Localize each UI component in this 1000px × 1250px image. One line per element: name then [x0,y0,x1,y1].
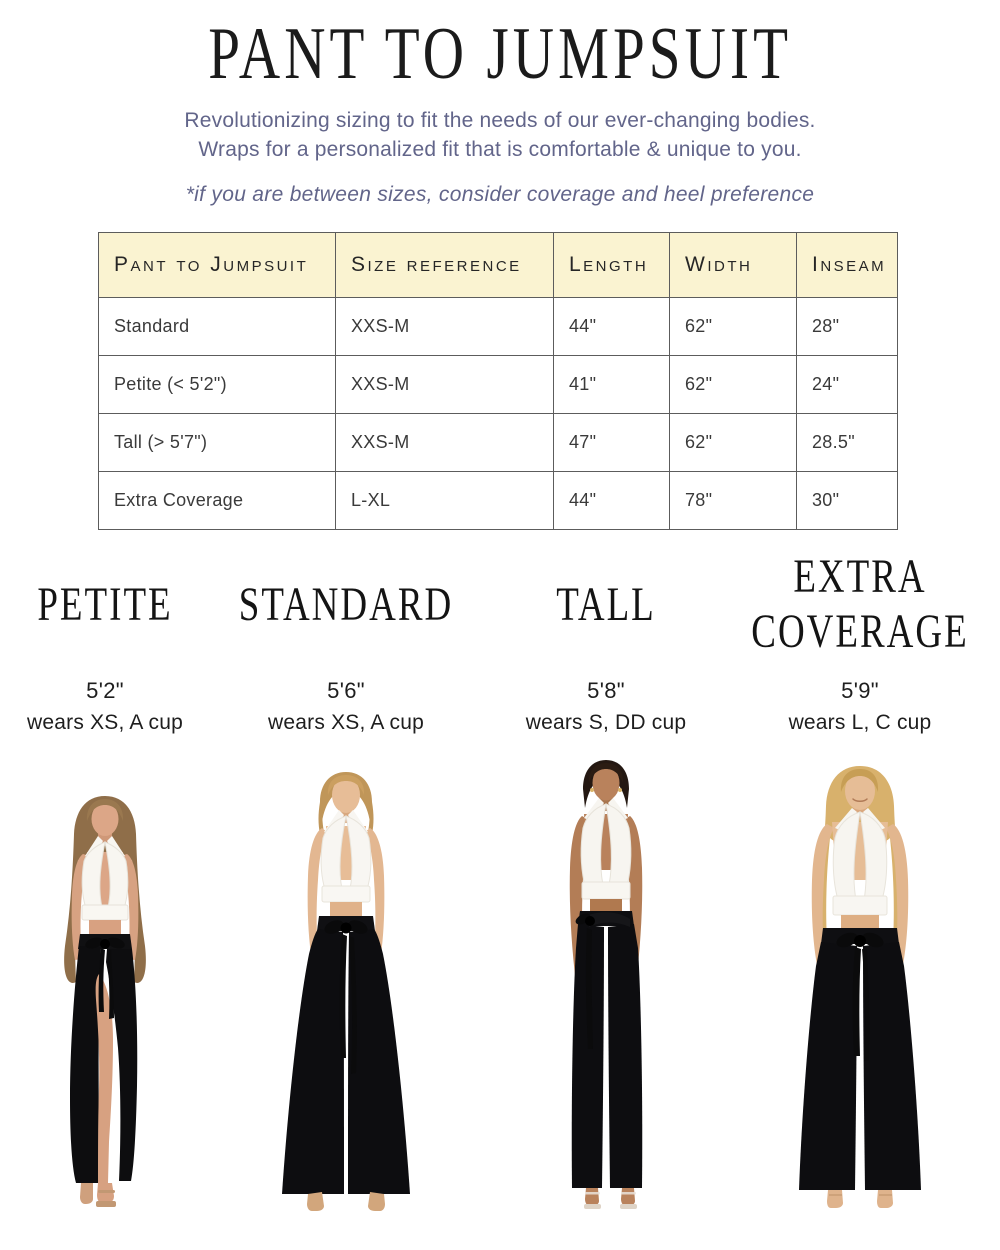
table-row-standard: Standard XXS-M 44" 62" 28" [98,297,898,356]
table-row-extra-coverage: Extra Coverage L-XL 44" 78" 30" [98,471,898,530]
cell-inseam: 28.5" [796,413,898,472]
cell-length: 44" [553,471,670,530]
fit-column-petite: PETITE 5'2" wears XS, A cup [5,558,205,1207]
cell-width: 62" [669,355,797,414]
cell-length: 47" [553,413,670,472]
cell-fit-type: Tall (> 5'7") [98,413,336,472]
cell-fit-type: Extra Coverage [98,471,336,530]
model-photo-extra-coverage [755,754,965,1216]
size-table-header-row: Pant to Jumpsuit Size reference Length W… [98,232,898,298]
cell-size-reference: XXS-M [335,413,554,472]
subtitle-line-1: Revolutionizing sizing to fit the needs … [184,109,816,132]
fit-column-tall: TALL 5'8" wears S, DD cup [492,558,720,1209]
fit-wears-petite: wears XS, A cup [27,711,183,734]
table-row-tall: Tall (> 5'7") XXS-M 47" 62" 28.5" [98,413,898,472]
fit-wears-extra-coverage: wears L, C cup [788,711,932,734]
model-photo-tall [526,752,686,1216]
column-header-fit: Pant to Jumpsuit [98,232,336,298]
fit-title-petite: PETITE [37,578,173,632]
fit-column-extra-coverage: EXTRA COVERAGE 5'9" wears L, C cup [736,551,984,1208]
cell-inseam: 28" [796,297,898,356]
cell-size-reference: L-XL [335,471,554,530]
cell-inseam: 24" [796,355,898,414]
fit-height-standard: 5'6" [327,678,365,703]
cell-size-reference: XXS-M [335,297,554,356]
fit-wears-tall: wears S, DD cup [525,711,687,734]
column-header-size-reference: Size reference [335,232,554,298]
size-table: Pant to Jumpsuit Size reference Length W… [98,232,898,530]
fit-title-extra-coverage: EXTRA COVERAGE [751,551,969,659]
cell-width: 78" [669,471,797,530]
cell-width: 62" [669,297,797,356]
fit-height-petite: 5'2" [86,678,124,703]
model-photo-petite [35,786,175,1215]
column-header-inseam: Inseam [796,232,898,298]
model-illustration-extra-coverage [799,766,921,1208]
fit-column-standard: STANDARD 5'6" wears XS, A cup [228,558,464,1211]
cell-length: 41" [553,355,670,414]
cell-width: 62" [669,413,797,472]
page-subtitle: Revolutionizing sizing to fit the needs … [0,106,1000,164]
table-row-petite: Petite (< 5'2") XXS-M 41" 62" 24" [98,355,898,414]
model-illustration-standard [282,772,410,1211]
cell-size-reference: XXS-M [335,355,554,414]
fit-height-tall: 5'8" [587,678,625,703]
model-photo-standard [246,762,446,1216]
fit-wears-standard: wears XS, A cup [268,711,424,734]
cell-length: 44" [553,297,670,356]
page-title: PANT TO JUMPSUIT [208,13,792,95]
model-illustration-tall [569,760,643,1209]
column-header-width: Width [669,232,797,298]
fit-title-tall: TALL [556,578,656,632]
fit-title-standard: STANDARD [238,578,454,632]
cell-fit-type: Petite (< 5'2") [98,355,336,414]
sizing-note: *if you are between sizes, consider cove… [185,183,815,206]
subtitle-line-2: Wraps for a personalized fit that is com… [198,138,802,161]
cell-fit-type: Standard [98,297,336,356]
fit-height-extra-coverage: 5'9" [841,678,879,703]
column-header-length: Length [553,232,670,298]
cell-inseam: 30" [796,471,898,530]
model-illustration-petite [64,796,146,1207]
